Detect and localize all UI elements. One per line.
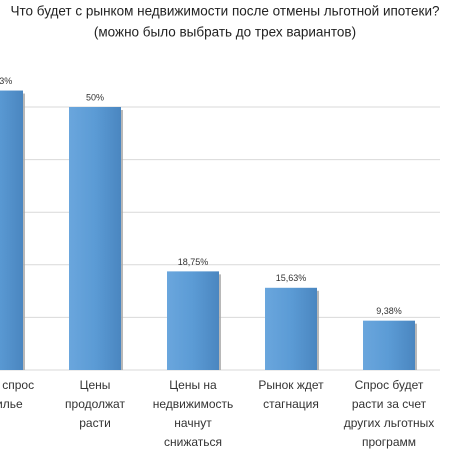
bar <box>363 320 415 370</box>
value-label: 15,63% <box>276 273 307 283</box>
x-tick-label: Спрос будет расти за счет других льготных п… <box>344 378 434 449</box>
bar <box>167 271 219 370</box>
x-tick-label: Рынок ждет стагнация <box>258 378 324 411</box>
value-label: 53,13% <box>0 76 12 86</box>
chart-subtitle: (можно было выбрать до трех вариантов) <box>94 25 356 40</box>
bar <box>265 287 317 370</box>
x-tick-label: Упадет спросна жилье <box>0 378 34 411</box>
x-tick-label: Цены продолжат расти <box>65 378 125 430</box>
value-label: 18,75% <box>178 257 209 267</box>
bar <box>0 90 23 371</box>
value-label: 50% <box>86 92 104 102</box>
value-label: 9,38% <box>376 306 402 316</box>
bar <box>69 107 121 370</box>
chart-title: Что будет с рынком недвижимости после от… <box>10 4 439 19</box>
x-tick-label: Цены на недвижимость начнут снижаться <box>153 378 234 449</box>
